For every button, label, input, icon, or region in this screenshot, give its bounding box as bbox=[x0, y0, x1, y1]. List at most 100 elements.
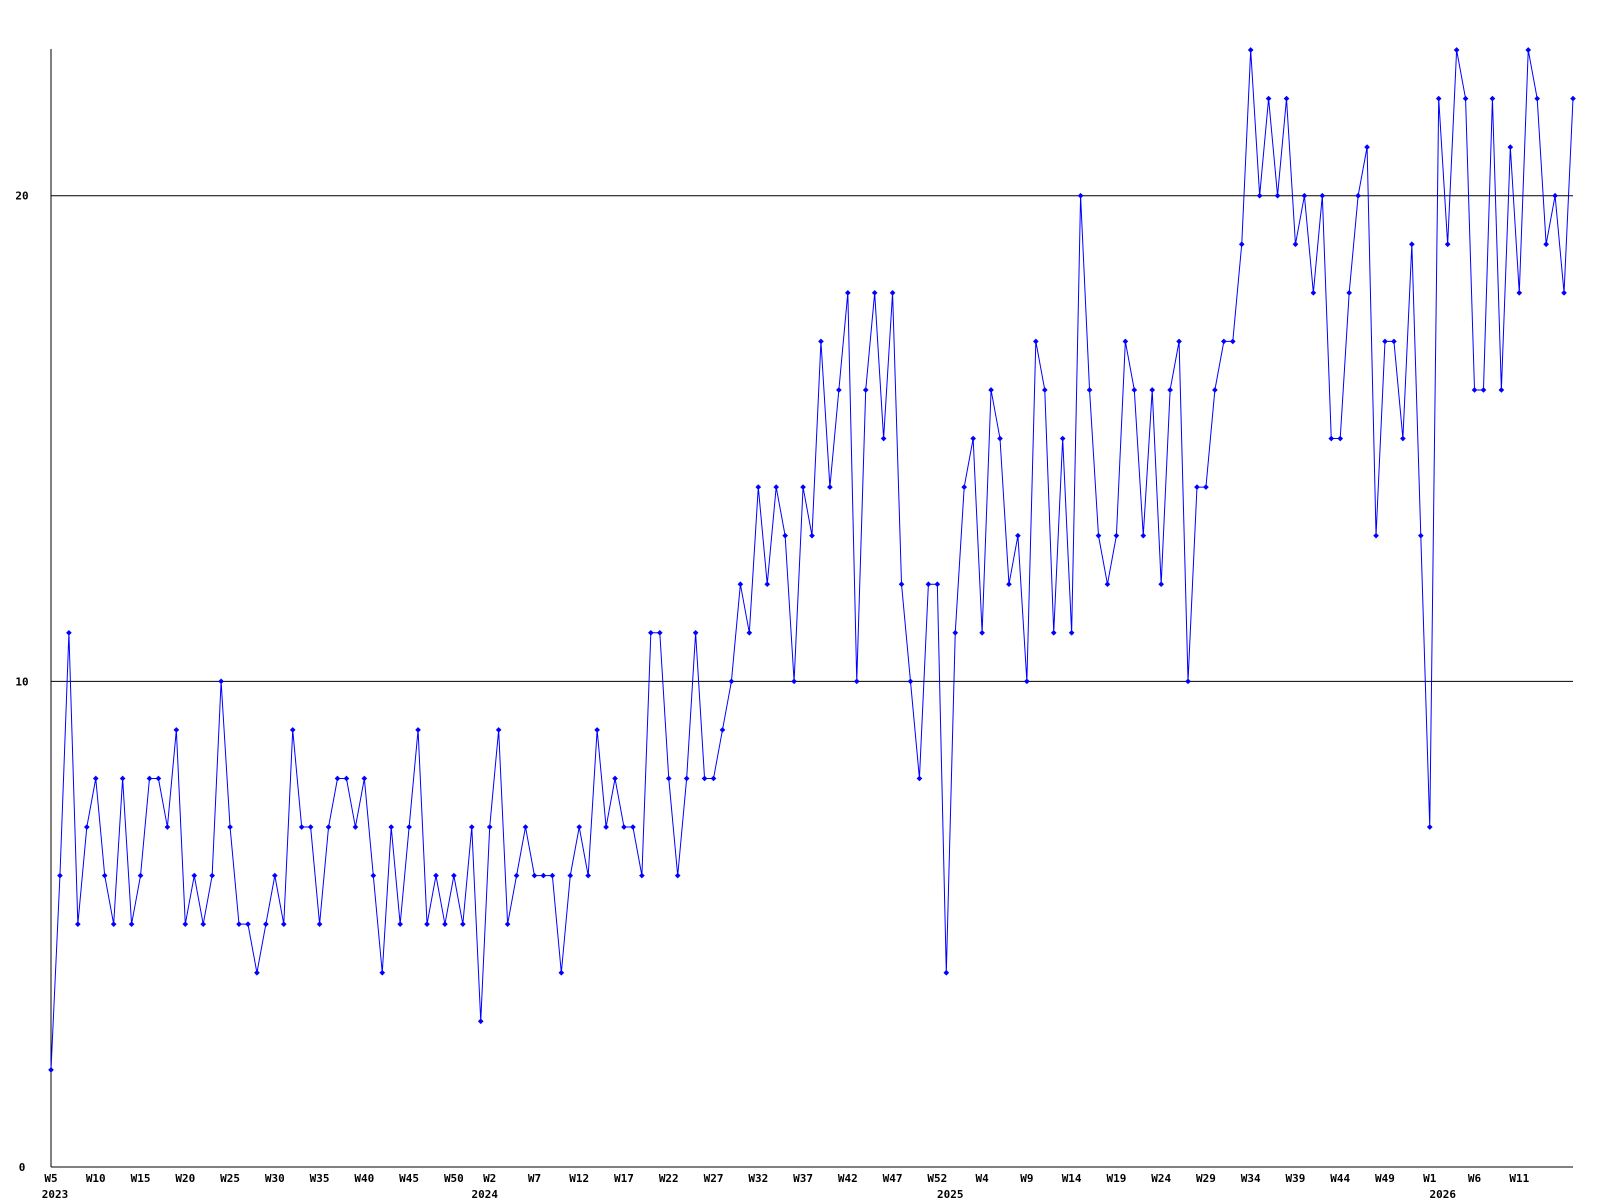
x-tick-label: W10 bbox=[86, 1172, 106, 1185]
data-point bbox=[1373, 532, 1379, 539]
data-point bbox=[460, 921, 466, 928]
x-tick-label: W14 bbox=[1062, 1172, 1082, 1185]
y-tick-label: 10 bbox=[15, 675, 28, 688]
year-label: 2023 bbox=[42, 1188, 69, 1200]
y-tick-label: 20 bbox=[15, 190, 28, 203]
data-point bbox=[1050, 629, 1057, 636]
data-point bbox=[370, 872, 377, 879]
data-point bbox=[227, 824, 233, 830]
data-point bbox=[1086, 387, 1093, 393]
data-point bbox=[352, 824, 359, 830]
year-label: 2024 bbox=[471, 1188, 498, 1200]
data-point bbox=[934, 581, 941, 588]
data-point bbox=[1364, 144, 1370, 150]
data-point bbox=[719, 727, 726, 733]
data-point bbox=[75, 921, 81, 928]
data-point bbox=[961, 484, 968, 490]
data-point bbox=[1221, 338, 1227, 345]
data-point bbox=[486, 824, 493, 830]
data-point bbox=[1256, 192, 1263, 199]
data-point bbox=[997, 435, 1003, 442]
data-point bbox=[1337, 435, 1344, 442]
x-tick-label: W37 bbox=[793, 1172, 813, 1185]
x-tick-label: W12 bbox=[569, 1172, 589, 1185]
x-tick-label: W6 bbox=[1468, 1172, 1482, 1185]
data-point bbox=[1212, 387, 1218, 393]
data-point bbox=[504, 921, 511, 928]
data-point bbox=[164, 824, 171, 830]
data-point bbox=[603, 824, 609, 830]
data-point bbox=[1104, 581, 1111, 588]
data-point bbox=[271, 872, 278, 879]
x-tick-label: W11 bbox=[1509, 1172, 1529, 1185]
data-point bbox=[343, 775, 350, 782]
data-point bbox=[379, 969, 386, 976]
data-point bbox=[585, 872, 592, 879]
data-point bbox=[1453, 47, 1460, 53]
data-point bbox=[83, 824, 90, 830]
data-point bbox=[1059, 435, 1066, 442]
data-point bbox=[1525, 47, 1532, 53]
data-point bbox=[1516, 289, 1523, 296]
x-tick-label: W32 bbox=[748, 1172, 768, 1185]
x-tick-label: W1 bbox=[1423, 1172, 1437, 1185]
data-point bbox=[1480, 387, 1487, 393]
data-point bbox=[1095, 532, 1102, 539]
data-point bbox=[1570, 95, 1576, 102]
data-point bbox=[200, 921, 207, 928]
data-point bbox=[1534, 95, 1541, 102]
x-tick-label: W35 bbox=[310, 1172, 330, 1185]
data-point bbox=[818, 338, 824, 345]
x-tick-label: W49 bbox=[1375, 1172, 1395, 1185]
data-point bbox=[1507, 144, 1514, 150]
x-tick-label: W20 bbox=[175, 1172, 195, 1185]
data-point bbox=[128, 921, 135, 928]
data-point bbox=[540, 872, 547, 879]
data-point bbox=[1489, 95, 1496, 102]
x-tick-label: W27 bbox=[704, 1172, 724, 1185]
data-point bbox=[773, 484, 780, 490]
data-point bbox=[1006, 581, 1012, 588]
data-point bbox=[119, 775, 126, 782]
data-point bbox=[737, 581, 744, 588]
data-point bbox=[1176, 338, 1182, 345]
data-point bbox=[263, 921, 269, 928]
data-point bbox=[862, 387, 869, 393]
data-point bbox=[1435, 95, 1442, 102]
data-point bbox=[898, 581, 905, 588]
data-point bbox=[639, 872, 645, 879]
x-tick-label: W40 bbox=[354, 1172, 374, 1185]
data-point bbox=[656, 629, 663, 636]
data-point bbox=[334, 775, 341, 782]
x-tick-label: W15 bbox=[131, 1172, 151, 1185]
data-point bbox=[1561, 289, 1567, 296]
x-tick-label: W30 bbox=[265, 1172, 285, 1185]
data-point bbox=[1462, 95, 1469, 102]
data-point bbox=[746, 629, 753, 636]
data-point bbox=[477, 1018, 484, 1025]
x-tick-label: W2 bbox=[483, 1172, 496, 1185]
data-point bbox=[182, 921, 189, 928]
data-point bbox=[1149, 387, 1156, 393]
data-point bbox=[1032, 338, 1039, 345]
data-point bbox=[236, 921, 242, 928]
data-point bbox=[1158, 581, 1164, 588]
data-point bbox=[1203, 484, 1209, 490]
year-label: 2025 bbox=[937, 1188, 964, 1200]
data-point bbox=[1409, 241, 1415, 248]
year-label: 2026 bbox=[1429, 1188, 1456, 1200]
data-point bbox=[218, 678, 224, 685]
data-point bbox=[495, 727, 502, 733]
data-point bbox=[621, 824, 627, 830]
data-point bbox=[325, 824, 332, 830]
data-point bbox=[576, 824, 583, 830]
data-point bbox=[701, 775, 708, 782]
data-point bbox=[137, 872, 144, 879]
x-tick-label: W45 bbox=[399, 1172, 419, 1185]
data-point bbox=[880, 435, 887, 442]
data-point bbox=[254, 969, 260, 976]
data-point bbox=[1426, 824, 1433, 830]
data-point bbox=[1274, 192, 1281, 199]
data-point bbox=[916, 775, 923, 782]
